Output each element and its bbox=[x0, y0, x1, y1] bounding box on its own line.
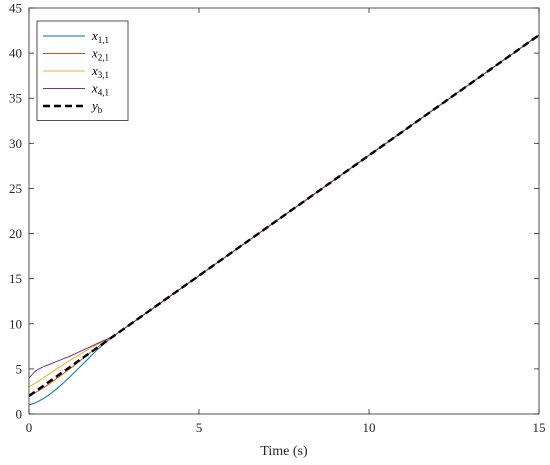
y-tick-label: 40 bbox=[9, 46, 22, 61]
y-tick-label: 20 bbox=[9, 226, 22, 241]
x-tick-label: 5 bbox=[196, 420, 203, 435]
y-tick-label: 45 bbox=[9, 1, 22, 16]
x-axis-label: Time (s) bbox=[260, 444, 308, 459]
ticks-layer: 0 5 10 15 0 5 10 15 20 25 30 35 40 45 bbox=[9, 1, 546, 436]
series-layer bbox=[28, 34, 540, 406]
x-tick-label: 15 bbox=[533, 420, 546, 435]
y-tick-label: 5 bbox=[16, 361, 23, 376]
y-tick-label: 10 bbox=[9, 316, 22, 331]
y-tick-label: 25 bbox=[9, 181, 22, 196]
y-tick-label: 15 bbox=[9, 271, 22, 286]
y-tick-label: 30 bbox=[9, 136, 22, 151]
plot-frame bbox=[28, 7, 540, 415]
x-tick-label: 10 bbox=[363, 420, 376, 435]
y-tick-label: 0 bbox=[16, 407, 23, 422]
series-line-5 bbox=[28, 34, 540, 397]
y-tick-label: 35 bbox=[9, 91, 22, 106]
x-tick-label: 0 bbox=[26, 420, 33, 435]
legend: x1,1x2,1x3,1x4,1yb bbox=[36, 20, 129, 121]
